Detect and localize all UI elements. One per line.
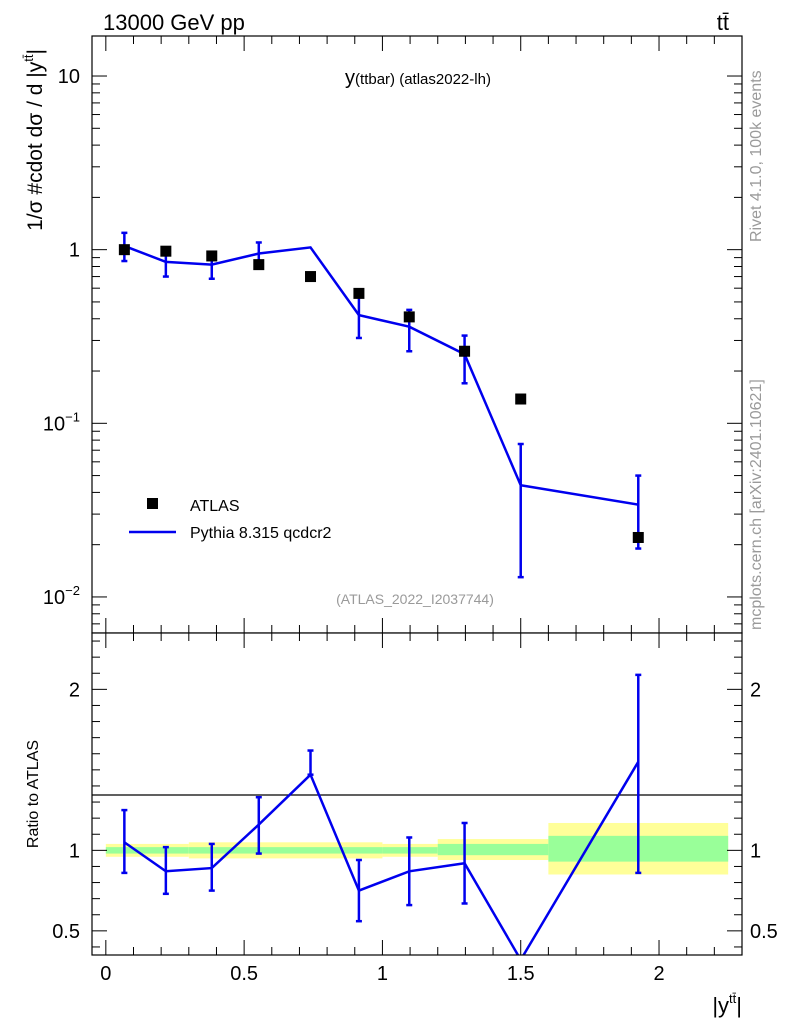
atlas-data-point [403, 311, 415, 323]
legend-pythia-label: Pythia 8.315 qcdcr2 [190, 525, 332, 542]
ratio-pythia-line [123, 761, 640, 955]
atlas-data-point [632, 531, 644, 543]
ratio-plot-background [92, 633, 742, 955]
x-tick-label: 0.5 [230, 963, 258, 985]
ratio-x-ticks [105, 633, 715, 955]
ratio-y-ticks [92, 640, 742, 948]
legend: ATLAS Pythia 8.315 qcdcr2 [129, 498, 332, 542]
main-panel: 10 1 10−1 10−2 y(ttbar) (atlas2022-lh) 1/σ … [21, 35, 743, 634]
atlas-data-point [160, 245, 172, 257]
main-y-axis-label: 1/σ #cdot dσ / d |ytt̄| [21, 49, 47, 231]
pythia-line [123, 244, 639, 506]
main-y-tick-label: 10 [58, 66, 80, 88]
x-tick-label: 1.5 [507, 963, 535, 985]
ratio-y-tick-label: 2 [69, 679, 80, 701]
ratio-y-tick-label: 1 [69, 840, 80, 862]
legend-atlas-marker [147, 498, 158, 509]
ratio-x-tick-labels: 0 0.5 1 1.5 2 [100, 963, 664, 985]
ratio-y-tick-label: 0.5 [52, 921, 80, 943]
ratio-mc-series [121, 673, 642, 955]
x-axis-label: |ytt̄| [712, 991, 742, 1018]
ratio-inner-band [437, 843, 549, 856]
analysis-label: (ATLAS_2022_I2037744) [336, 591, 494, 607]
ratio-y-axis-label: Ratio to ATLAS [25, 740, 42, 848]
ratio-y-tick-label-right: 0.5 [750, 921, 778, 943]
ratio-y-tick-labels: 0.5 0.5 1 1 2 2 [52, 679, 778, 943]
atlas-data-point [305, 271, 317, 283]
atlas-data-point [353, 287, 365, 299]
x-tick-label: 2 [653, 963, 664, 985]
atlas-data-point [459, 345, 471, 357]
atlas-data-point [206, 250, 218, 262]
main-y-tick-label: 10−1 [43, 409, 80, 435]
header-process-label: tt̄ [717, 10, 729, 35]
mcplots-reference-label: mcplots.cern.ch [arXiv:2401.10621] [748, 379, 765, 630]
ratio-panel: 0.5 0.5 1 1 2 2 0 0.5 1 1.5 2 Ratio to ATLAS |ytt… [25, 632, 778, 1018]
main-y-tick-labels: 10 1 10−1 10−2 [43, 66, 80, 609]
ratio-inner-band [188, 847, 383, 854]
ratio-y-tick-label-right: 1 [750, 840, 761, 862]
main-data-series [118, 244, 644, 543]
rivet-version-label: Rivet 4.1.0, 100k events [748, 70, 765, 242]
ratio-plot-frame [91, 632, 743, 956]
ratio-y-tick-label-right: 2 [750, 679, 761, 701]
main-y-tick-label: 10−2 [43, 583, 80, 609]
header-energy-label: 13000 GeV pp [103, 10, 245, 35]
main-plot-frame [91, 35, 743, 634]
ratio-inner-band [105, 847, 189, 854]
legend-atlas-label: ATLAS [190, 498, 240, 515]
x-tick-label: 0 [100, 963, 111, 985]
plot-title: y(ttbar) (atlas2022-lh) [345, 67, 491, 89]
main-y-tick-label: 1 [69, 240, 80, 262]
atlas-data-point [253, 259, 265, 271]
main-x-ticks [105, 36, 715, 633]
main-y-ticks [92, 75, 742, 625]
atlas-data-point [515, 393, 527, 405]
atlas-data-point [118, 244, 130, 256]
x-tick-label: 1 [377, 963, 388, 985]
